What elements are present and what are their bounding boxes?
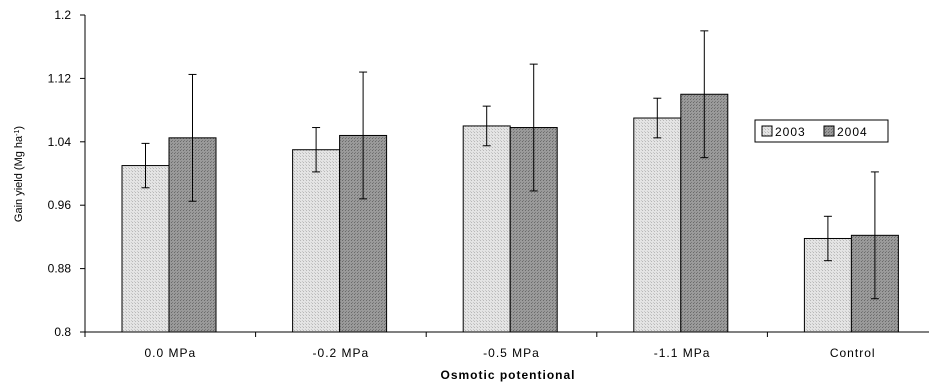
- error-bars-group: [141, 30, 879, 300]
- y-axis: 0.8 0.88 0.96 1.04 1.12 1.2: [48, 8, 86, 339]
- x-tick-label: -0.5 MPa: [483, 346, 540, 360]
- bar-2003: [462, 125, 511, 333]
- legend-label-2003: 2003: [775, 125, 806, 139]
- bar-2003: [292, 149, 341, 333]
- bars-group: [121, 93, 899, 333]
- legend-label-2004: 2004: [837, 125, 868, 139]
- y-axis-title: Gain yield (Mg ha-1): [13, 126, 25, 222]
- y-tick-label: 1.12: [48, 71, 72, 85]
- y-tick-label: 0.96: [48, 198, 72, 212]
- y-tick-label: 0.88: [48, 262, 72, 276]
- x-tick-label: 0.0 MPa: [144, 346, 196, 360]
- legend-swatch-2004: [823, 125, 835, 137]
- x-axis-title: Osmotic potentional: [440, 368, 575, 382]
- y-tick-label: 1.2: [54, 8, 71, 22]
- y-tick-label: 1.04: [48, 135, 72, 149]
- bar-2003: [121, 165, 170, 333]
- x-axis: 0.0 MPa -0.2 MPa -0.5 MPa -1.1 MPa Control: [84, 331, 929, 360]
- x-tick-label: Control: [830, 346, 876, 360]
- bar-2003: [633, 117, 682, 333]
- x-tick-label: -0.2 MPa: [313, 346, 370, 360]
- legend: 2003 2004: [754, 119, 889, 143]
- legend-box: [754, 119, 889, 143]
- bar-2004: [509, 127, 558, 333]
- x-tick-label: -1.1 MPa: [654, 346, 711, 360]
- y-tick-label: 0.8: [54, 325, 71, 339]
- legend-swatch-2003: [761, 125, 773, 137]
